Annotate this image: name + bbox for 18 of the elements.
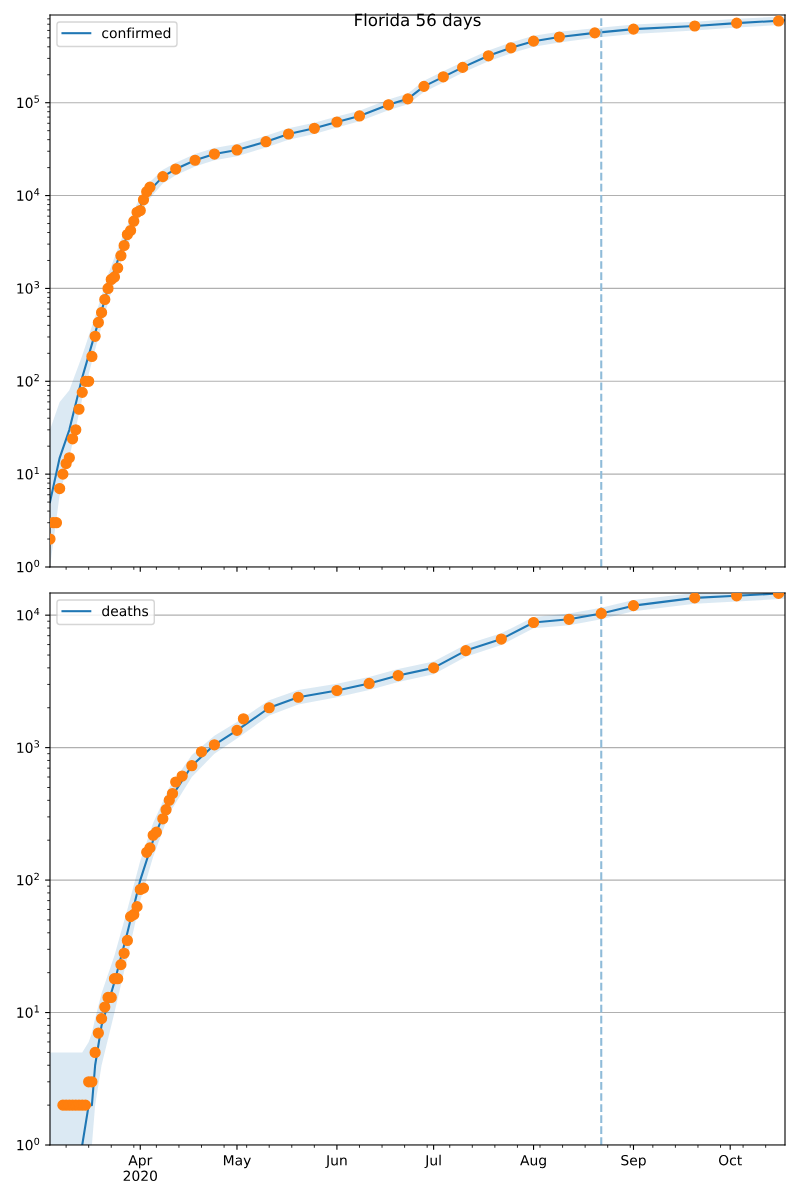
y-tick-label: 10$^{1}$ — [17, 466, 39, 480]
y-tick-label: 10$^{0}$ — [17, 559, 40, 573]
x-tick-label: May — [223, 1155, 251, 1169]
y-tick-label: 10$^{0}$ — [17, 1137, 40, 1151]
y-tick-label: 10$^{5}$ — [17, 95, 39, 109]
x-tick-label: Sep — [621, 1154, 646, 1169]
x-tick-label: Oct — [718, 1154, 742, 1166]
x-tick-label: Jun — [325, 1155, 347, 1169]
y-tick-label: 10$^{1}$ — [17, 1005, 39, 1018]
y-tick-label: 10$^{3}$ — [17, 740, 40, 753]
y-tick-label: 10$^{2}$ — [17, 373, 39, 387]
y-tick-label: 10$^{3}$ — [17, 281, 40, 294]
x-tick-label: Jul — [424, 1154, 441, 1169]
y-tick-label: 10$^{4}$ — [17, 607, 40, 621]
y-tick-label: 10$^{2}$ — [17, 872, 39, 886]
x-tick-label: Aug — [520, 1155, 546, 1169]
x-tick-label: Apr 2020 — [123, 1155, 158, 1182]
y-tick-label: 10$^{4}$ — [17, 188, 40, 201]
